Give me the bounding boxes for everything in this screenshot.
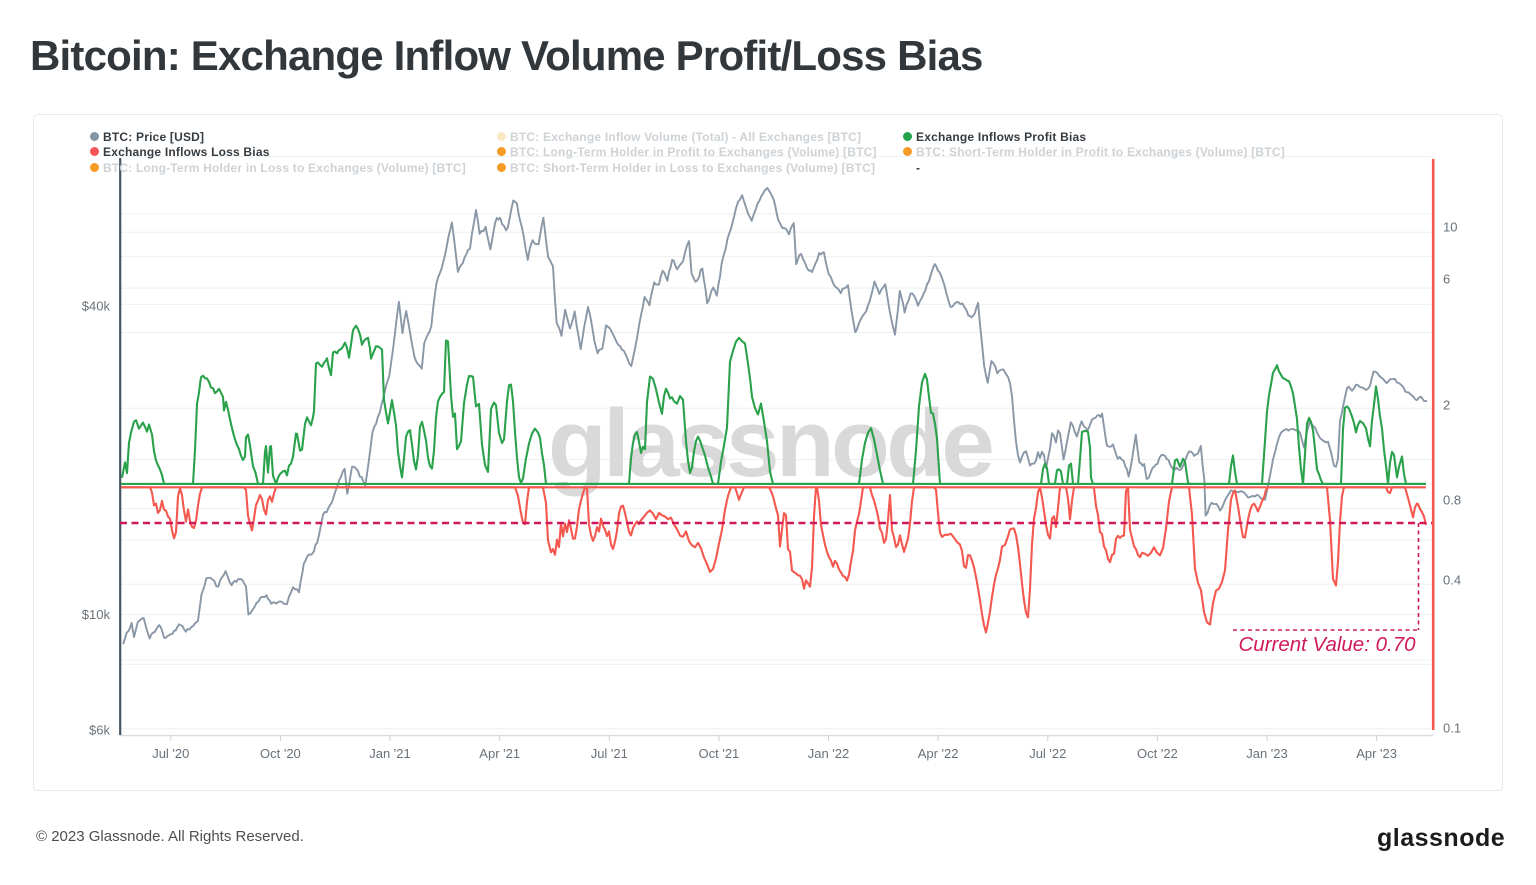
svg-text:Apr '23: Apr '23 <box>1356 746 1397 761</box>
svg-text:$6k: $6k <box>89 722 110 737</box>
svg-text:Apr '21: Apr '21 <box>479 746 520 761</box>
svg-text:0.4: 0.4 <box>1443 573 1461 588</box>
svg-text:Jan '21: Jan '21 <box>369 746 411 761</box>
svg-text:0.8: 0.8 <box>1443 493 1461 508</box>
svg-text:Jan '23: Jan '23 <box>1246 746 1288 761</box>
svg-text:$40k: $40k <box>82 299 111 314</box>
svg-text:Jan '22: Jan '22 <box>808 746 850 761</box>
svg-text:6: 6 <box>1443 272 1450 287</box>
svg-text:Oct '21: Oct '21 <box>699 746 740 761</box>
svg-text:Current Value: 0.70: Current Value: 0.70 <box>1238 633 1416 656</box>
svg-text:2: 2 <box>1443 398 1450 413</box>
svg-text:0.1: 0.1 <box>1443 721 1461 736</box>
svg-text:Jul '21: Jul '21 <box>591 746 628 761</box>
svg-text:glassnode: glassnode <box>548 390 992 497</box>
svg-text:10: 10 <box>1443 220 1457 235</box>
svg-text:Jul '22: Jul '22 <box>1029 746 1066 761</box>
svg-text:Oct '22: Oct '22 <box>1137 746 1178 761</box>
svg-text:$10k: $10k <box>82 607 111 622</box>
svg-text:Oct '20: Oct '20 <box>260 746 301 761</box>
svg-text:Apr '22: Apr '22 <box>918 746 959 761</box>
svg-text:Jul '20: Jul '20 <box>152 746 189 761</box>
